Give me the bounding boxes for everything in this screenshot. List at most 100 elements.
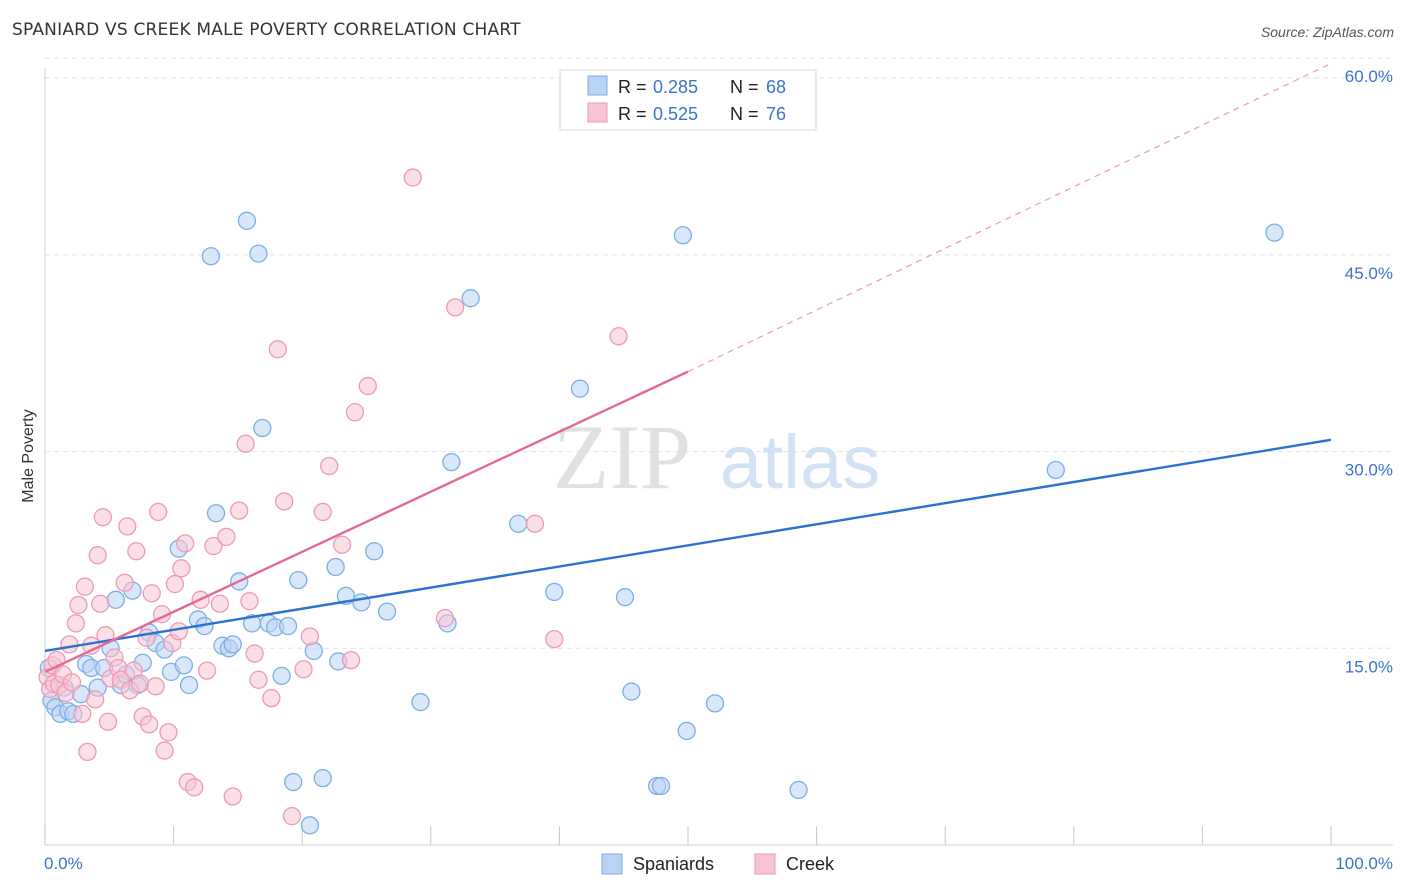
creek-point [169,622,188,641]
spaniards-point [284,772,303,792]
axes: 15.0% 30.0% 45.0% 60.0% [44,67,1393,846]
creek-point [294,660,313,679]
x-tick-label-min: 0.0% [44,854,83,873]
legend-r-value-1: 0.285 [653,77,698,97]
creek-point [268,340,287,359]
bottom-legend: Spaniards Creek [601,853,835,875]
spaniards-point [673,226,693,245]
creek-point [88,546,107,565]
spaniards-point [174,656,194,675]
creek-point [78,742,97,762]
y-tick-label: 30.0% [1345,461,1393,480]
creek-point [165,574,185,594]
creek-point [545,629,564,649]
bottom-legend-label-spaniards: Spaniards [633,854,714,874]
creek-point [73,704,92,724]
spaniards-point [237,211,257,230]
creek-point [62,673,82,692]
bottom-legend-label-creek: Creek [786,854,835,874]
creek-point [275,492,294,511]
creek-point [525,514,545,533]
creek-point [142,584,161,603]
spaniards-point [106,590,125,609]
bottom-legend-swatch-spaniards [601,853,623,875]
y-tick-label: 45.0% [1345,264,1393,283]
creek-point [91,594,110,613]
watermark: ZIP atlas [553,406,880,508]
creek-point [60,635,79,654]
spaniards-point [289,570,308,590]
creek-point [236,434,255,453]
spaniards-point [272,666,291,685]
spaniards-point [223,635,242,654]
creek-point [115,573,134,592]
source-label: Source: ZipAtlas.com [1260,24,1394,40]
spaniards-point [622,682,641,701]
creek-point [149,502,168,522]
spaniards-point [651,776,671,796]
spaniards-point [545,582,564,602]
legend-n-label-2: N = [730,104,759,124]
spaniards-point [411,692,430,712]
trend-lines [44,62,1332,673]
creek-point [146,677,165,696]
creek-point [358,376,377,396]
legend-n-value-2: 76 [766,104,786,124]
creek-point [249,670,268,689]
creek-point [66,614,86,633]
creek-point [245,644,264,663]
spaniards-point [570,379,590,398]
spaniards-point [1046,460,1065,480]
creek-point [300,627,320,646]
spaniards-point [1265,223,1284,242]
series-spaniards-points [39,211,1284,835]
creek-point [155,741,174,760]
series-creek-points [38,168,628,826]
spaniards-point [705,694,725,713]
legend-r-label-2: R = [618,104,647,124]
gridlines [45,57,1393,649]
bottom-legend-swatch-creek [754,853,776,875]
creek-point [282,807,302,826]
creek-point [332,535,352,554]
spaniards-point [326,557,345,577]
creek-point [320,456,339,476]
creek-point [403,168,422,187]
legend-r-value-2: 0.525 [653,104,698,124]
creek-point [172,559,191,578]
spaniards-point [377,602,397,621]
creek-point [118,517,137,536]
creek-point [86,690,105,709]
creek-point [185,778,204,797]
creek-point [197,661,217,680]
creek-point [131,674,150,693]
spaniards-point [253,418,272,438]
creek-point [446,298,465,317]
trend-line-spaniards [44,438,1332,653]
creek-point [210,594,230,613]
legend-swatch-creek [587,102,608,123]
spaniards-point [249,244,268,263]
legend-n-label-1: N = [730,77,759,97]
creek-point [140,715,159,734]
creek-point [82,636,101,655]
spaniards-point [179,675,199,695]
spaniards-point [206,504,226,523]
trend-line-creek-extension [687,62,1332,373]
legend-n-value-1: 68 [766,77,786,97]
spaniards-point [789,780,808,800]
spaniards-point [461,289,480,308]
creek-point [345,403,365,422]
spaniards-point [278,616,298,636]
spaniards-point [509,514,528,533]
creek-point [176,534,195,553]
creek-point [435,608,455,628]
creek-point [230,501,249,520]
creek-point [69,595,88,615]
x-tick-label-max: 100.0% [1335,854,1393,873]
creek-point [313,502,332,522]
y-axis-label: Male Poverty [20,409,37,502]
spaniards-point [442,452,461,472]
creek-point [262,688,281,708]
